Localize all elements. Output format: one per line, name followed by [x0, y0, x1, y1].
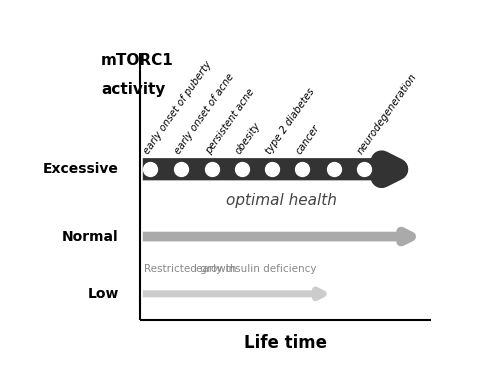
Text: obesity: obesity: [234, 121, 262, 156]
Text: neurodegeneration: neurodegeneration: [356, 72, 419, 156]
Text: Life time: Life time: [244, 334, 327, 352]
Text: Low: Low: [88, 287, 118, 301]
Text: Excessive: Excessive: [43, 162, 118, 176]
Text: Restricted growth: Restricted growth: [144, 264, 236, 275]
Text: type 2 diabetes: type 2 diabetes: [264, 87, 316, 156]
Text: cancer: cancer: [294, 123, 322, 156]
Text: optimal health: optimal health: [226, 193, 337, 208]
Text: Normal: Normal: [62, 230, 118, 244]
Text: activity: activity: [101, 82, 166, 97]
Text: early insulin deficiency: early insulin deficiency: [196, 264, 316, 275]
Text: mTORC1: mTORC1: [101, 53, 174, 68]
Text: persistent acne: persistent acne: [204, 87, 256, 156]
Text: early onset of acne: early onset of acne: [172, 72, 236, 156]
Text: early onset of puberty: early onset of puberty: [142, 60, 214, 156]
